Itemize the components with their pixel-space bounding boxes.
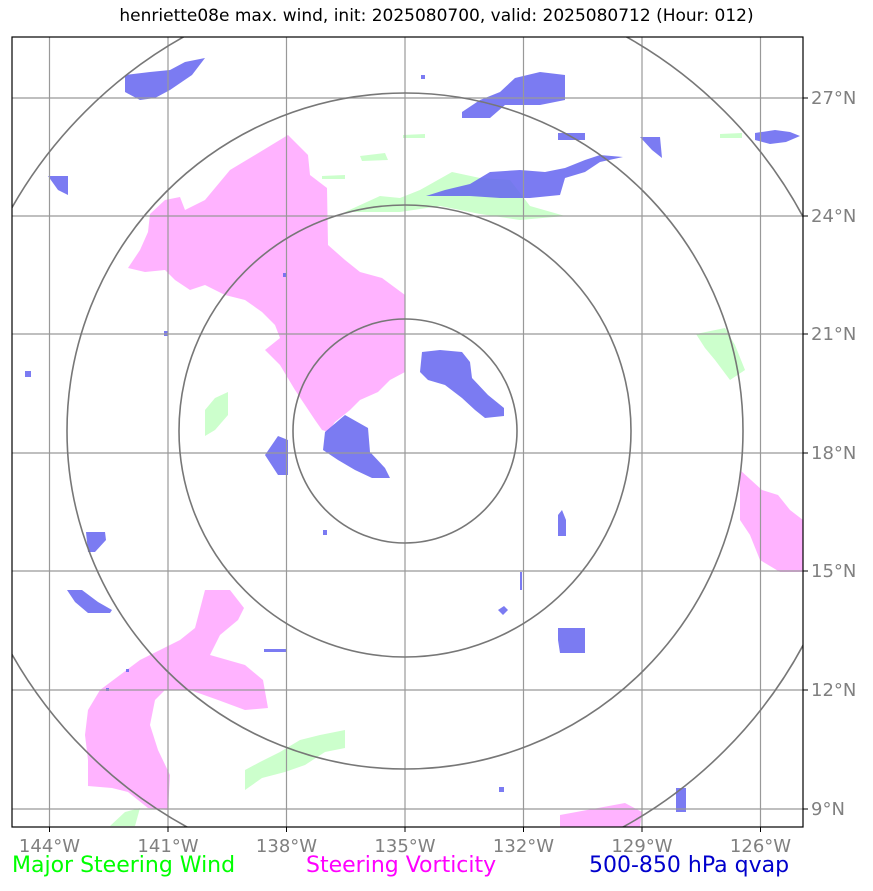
lat-label: 18°N <box>811 443 856 464</box>
lat-label: 15°N <box>811 561 856 582</box>
legend-qvap: 500-850 hPa qvap <box>589 853 790 878</box>
latitude-labels: 27°N 24°N 21°N 18°N 15°N 12°N 9°N <box>811 88 856 820</box>
map-title: henriette08e max. wind, init: 2025080700… <box>119 6 754 26</box>
lat-label: 27°N <box>811 88 856 109</box>
steering-vorticity-fill <box>85 135 803 827</box>
range-ring-3 <box>66 92 744 770</box>
lon-label: 141°W <box>137 836 198 857</box>
lon-label: 144°W <box>19 836 80 857</box>
lon-label: 138°W <box>256 836 317 857</box>
graticule <box>12 37 803 827</box>
longitude-labels: 144°W 141°W 138°W 135°W 132°W 129°W 126°… <box>19 836 791 857</box>
qvap-fill <box>25 58 800 812</box>
legend-steering-vorticity: Steering Vorticity <box>306 853 497 878</box>
map-fields <box>12 37 803 827</box>
lat-label: 12°N <box>811 680 856 701</box>
map-frame <box>11 36 804 828</box>
lat-label: 9°N <box>811 799 845 820</box>
axis-ticks <box>49 97 808 832</box>
legend-steering-wind: Major Steering Wind <box>12 853 236 878</box>
lon-label: 129°W <box>611 836 672 857</box>
lon-label: 132°W <box>493 836 554 857</box>
lat-label: 24°N <box>811 206 856 227</box>
lat-label: 21°N <box>811 324 856 345</box>
range-ring-2 <box>178 204 632 658</box>
lon-label: 135°W <box>374 836 435 857</box>
lon-label: 126°W <box>730 836 791 857</box>
range-ring-1 <box>292 318 518 544</box>
range-rings <box>12 37 803 827</box>
